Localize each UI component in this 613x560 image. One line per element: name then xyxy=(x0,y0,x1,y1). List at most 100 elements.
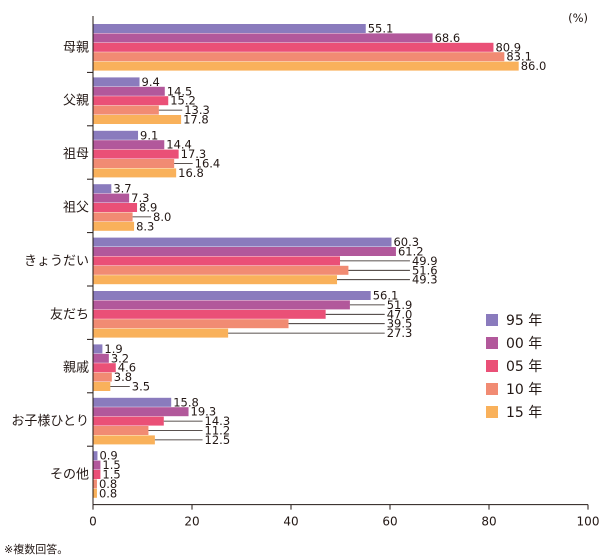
bar xyxy=(93,372,112,382)
value-label: 80.9 xyxy=(495,40,521,54)
bar xyxy=(93,426,149,435)
value-label: 3.8 xyxy=(114,370,132,384)
bar xyxy=(93,353,109,363)
value-label: 49.3 xyxy=(412,273,438,287)
bar xyxy=(93,460,101,470)
value-label: 1.5 xyxy=(102,458,120,472)
value-label: 3.5 xyxy=(132,380,150,394)
x-tick-label: 0 xyxy=(89,515,97,529)
x-tick-label: 60 xyxy=(382,515,397,529)
value-label: 27.3 xyxy=(387,326,413,340)
legend-label: 05 年 xyxy=(506,359,542,375)
bar xyxy=(93,382,111,391)
value-label: 47.0 xyxy=(387,307,413,321)
value-label: 1.5 xyxy=(102,468,120,482)
value-label: 83.1 xyxy=(506,50,532,64)
value-label: 11.2 xyxy=(205,424,231,438)
bar xyxy=(93,319,289,329)
bar xyxy=(93,96,169,106)
bar xyxy=(93,407,189,417)
bar xyxy=(93,140,165,150)
category-label: 父親 xyxy=(63,94,89,109)
bar xyxy=(93,24,366,33)
value-label: 51.9 xyxy=(387,298,413,312)
unit-label: (%) xyxy=(568,11,588,25)
value-label: 3.2 xyxy=(111,351,129,365)
bar xyxy=(93,212,133,222)
legend: 95 年 00 年 05 年 10 年 15 年 xyxy=(486,313,542,421)
category-label: お子様ひとり xyxy=(11,414,89,429)
bar xyxy=(93,300,350,310)
value-label: 17.8 xyxy=(183,113,209,127)
bar xyxy=(93,159,175,168)
value-label: 4.6 xyxy=(118,361,136,375)
value-label: 1.9 xyxy=(104,342,122,356)
value-label: 51.6 xyxy=(412,263,438,277)
value-label: 61.2 xyxy=(398,245,424,259)
bar xyxy=(93,203,138,212)
legend-swatch xyxy=(486,314,498,326)
bar xyxy=(93,291,371,300)
value-label: 49.9 xyxy=(412,254,438,268)
bar xyxy=(93,42,494,52)
legend-swatch xyxy=(486,383,498,395)
value-label: 13.3 xyxy=(184,103,210,117)
category-label: 祖父 xyxy=(63,201,89,216)
value-label: 3.7 xyxy=(113,182,131,196)
category-label: 親戚 xyxy=(63,361,89,376)
bar xyxy=(93,61,519,71)
value-label: 17.3 xyxy=(181,147,207,161)
legend-swatch xyxy=(486,406,498,418)
value-label: 60.3 xyxy=(393,235,419,249)
bar xyxy=(93,77,140,87)
bar xyxy=(93,33,433,43)
axes xyxy=(87,16,589,510)
legend-label: 15 年 xyxy=(506,405,542,421)
bar xyxy=(93,435,155,445)
value-label: 55.1 xyxy=(368,22,394,36)
category-label: 祖母 xyxy=(63,147,89,162)
bar xyxy=(93,397,172,407)
bar xyxy=(93,451,98,461)
bar xyxy=(93,363,116,373)
bar xyxy=(93,488,97,498)
x-tick-label: 80 xyxy=(481,515,496,529)
bar xyxy=(93,256,341,266)
category-label: 友だち xyxy=(50,306,89,322)
value-label: 9.4 xyxy=(142,75,160,89)
value-label: 8.9 xyxy=(139,201,157,215)
value-label: 14.5 xyxy=(167,84,193,98)
value-label: 8.3 xyxy=(136,219,154,233)
value-label: 12.5 xyxy=(205,433,231,447)
value-label: 0.9 xyxy=(99,449,117,463)
value-label: 15.2 xyxy=(170,94,196,108)
bars xyxy=(93,24,519,498)
bar xyxy=(93,328,229,338)
bar xyxy=(93,275,338,285)
category-label: きょうだい xyxy=(24,254,89,269)
value-label: 8.0 xyxy=(153,210,171,224)
value-label: 16.4 xyxy=(195,157,221,171)
value-label: 0.8 xyxy=(99,477,117,491)
value-label: 7.3 xyxy=(131,191,149,205)
bar xyxy=(93,309,326,319)
value-label: 14.4 xyxy=(166,138,192,152)
value-labels: 55.1 68.6 80.983.186.0 9.4 14.515.213.317.8 9… xyxy=(99,22,546,501)
bar xyxy=(93,237,392,247)
bar xyxy=(93,86,165,96)
value-label: 14.3 xyxy=(205,414,231,428)
value-label: 16.8 xyxy=(178,166,204,180)
category-label: 母親 xyxy=(63,40,89,55)
bar xyxy=(93,479,97,489)
x-tick-label: 20 xyxy=(184,515,199,529)
tick-labels: 0 20 40 60 80 100 xyxy=(89,515,599,529)
bar xyxy=(93,247,396,256)
legend-label: 10 年 xyxy=(506,382,542,398)
value-label: 86.0 xyxy=(521,59,547,73)
bar xyxy=(93,115,182,124)
bar xyxy=(93,193,130,203)
value-label: 19.3 xyxy=(191,405,217,419)
value-label: 0.8 xyxy=(99,486,117,500)
